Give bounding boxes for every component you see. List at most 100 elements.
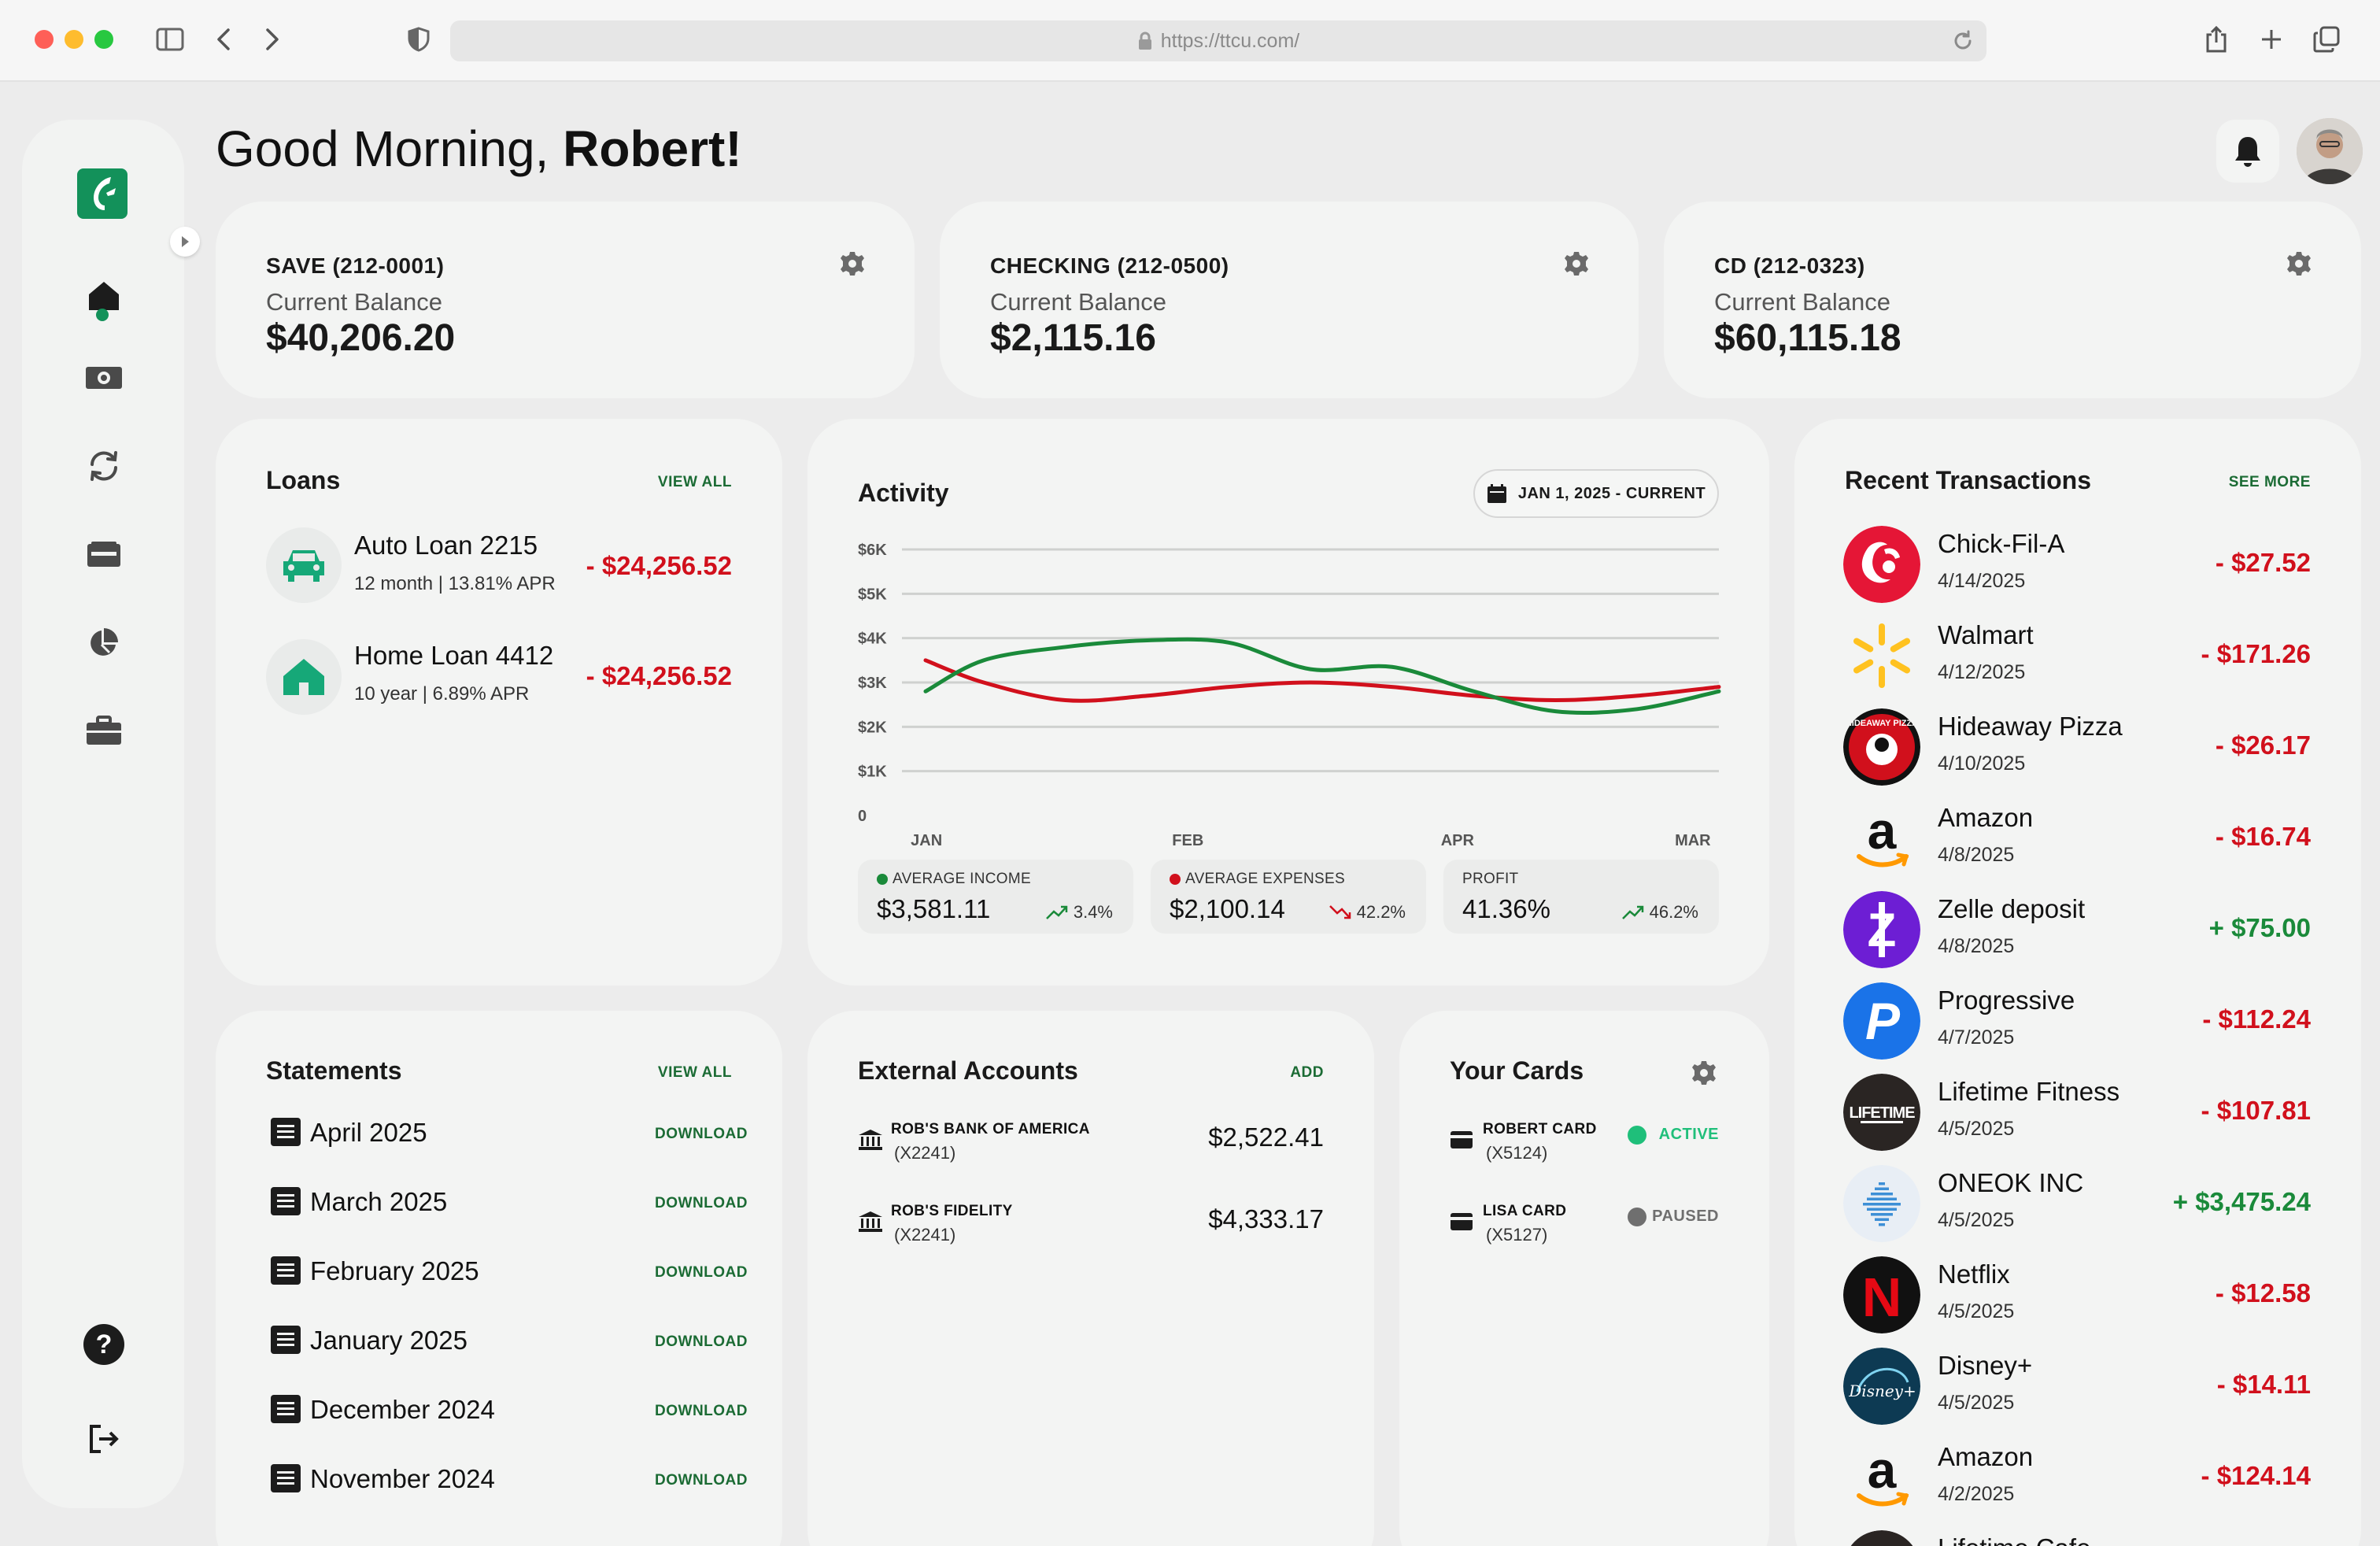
greeting-prefix: Good Morning, [216,120,564,177]
transaction-amount: - $26.17 [2215,730,2311,760]
statements-view-all-link[interactable]: VIEW ALL [657,1064,732,1081]
notifications-button[interactable] [2216,120,2279,183]
ttcu-logo[interactable] [77,168,128,219]
forward-icon[interactable] [257,24,288,55]
close-window-button[interactable] [35,30,54,49]
help-icon[interactable]: ? [82,1322,126,1367]
back-icon[interactable] [208,24,239,55]
wallet-nav-icon[interactable] [82,532,126,576]
document-icon [271,1118,301,1146]
loan-name[interactable]: Home Loan 4412 [354,641,554,670]
income-dot-icon [877,874,888,885]
transaction-amount: - $171.26 [2201,639,2311,668]
new-tab-icon[interactable] [2256,24,2287,55]
lifetime-logo: LIFETIME [1843,1074,1920,1151]
page-title: Good Morning, Robert! [216,120,742,178]
download-button[interactable]: DOWNLOAD [655,1472,748,1489]
minimize-window-button[interactable] [65,30,83,49]
lock-icon [1138,31,1151,50]
stat-profit: PROFIT 41.36% 46.2% [1443,860,1719,934]
add-external-account-link[interactable]: ADD [1290,1064,1324,1081]
logout-icon[interactable] [82,1417,126,1461]
credit-card-icon [1451,1131,1473,1148]
y-tick-label: $6K [858,542,887,559]
tab-overview-icon[interactable] [2311,24,2342,55]
gear-icon[interactable] [1563,250,1590,277]
bell-icon [2235,137,2260,167]
money-nav-icon[interactable] [82,356,126,400]
privacy-shield-icon[interactable] [403,24,434,55]
card-status-badge[interactable]: PAUSED [1652,1208,1719,1225]
car-icon [266,527,342,603]
hideaway-logo: HIDEAWAY PIZZA [1843,708,1920,786]
card-name: LISA CARD [1483,1203,1567,1219]
account-balance: $40,206.20 [266,317,456,359]
gear-icon[interactable] [839,250,866,277]
transaction-merchant: Lifetime Fitness [1938,1077,2120,1106]
active-nav-indicator [96,309,109,321]
transaction-date: 4/7/2025 [1938,1026,2015,1049]
download-button[interactable]: DOWNLOAD [655,1403,748,1419]
expenses-series-line [923,658,1721,703]
transaction-date: 4/12/2025 [1938,661,2026,683]
sidebar-toggle-icon[interactable] [154,24,186,55]
trend-up-icon [1621,905,1643,919]
transaction-date: 4/8/2025 [1938,844,2015,866]
x-tick-label: APR [1441,832,1475,849]
loans-view-all-link[interactable]: VIEW ALL [657,474,732,490]
x-tick-label: MAR [1675,832,1711,849]
disney-logo: Disney+ [1843,1348,1920,1425]
account-balance: $2,115.16 [990,317,1156,359]
analytics-nav-icon[interactable] [82,620,126,664]
netflix-logo: N [1843,1256,1920,1333]
see-more-link[interactable]: SEE MORE [2228,474,2311,490]
transaction-amount: - $16.74 [2215,822,2311,851]
loans-title: Loans [266,466,341,494]
svg-text:N: N [1862,1267,1902,1328]
x-tick-label: FEB [1172,832,1203,849]
trend-down-icon [1329,905,1351,919]
browser-toolbar: https://ttcu.com/ [0,0,2380,82]
transaction-amount: - $107.81 [2201,1096,2311,1125]
card-status-badge[interactable]: ACTIVE [1658,1126,1719,1143]
stat-average-expenses: AVERAGE EXPENSES $2,100.14 42.2% [1151,860,1426,934]
download-button[interactable]: DOWNLOAD [655,1264,748,1281]
share-icon[interactable] [2201,24,2232,55]
download-button[interactable]: DOWNLOAD [655,1195,748,1211]
transaction-date: 4/10/2025 [1938,753,2026,775]
svg-text:a: a [1868,1441,1898,1499]
chickfila-logo [1843,526,1920,603]
transfer-nav-icon[interactable] [82,444,126,488]
document-icon [271,1187,301,1215]
y-tick-label: $3K [858,675,887,692]
loan-detail: 10 year | 6.89% APR [354,683,530,705]
account-card-cd[interactable]: CD (212-0323) Current Balance $60,115.18 [1664,202,2361,398]
transaction-merchant: Lifetime Cafe [1938,1533,2090,1546]
home-nav-icon[interactable] [82,274,126,318]
address-bar[interactable]: https://ttcu.com/ [450,20,1986,61]
balance-label: Current Balance [1714,288,1891,316]
chevron-right-icon [182,236,189,247]
stat-average-income: AVERAGE INCOME $3,581.11 3.4% [858,860,1133,934]
gear-icon[interactable] [1691,1060,1717,1086]
account-card-checking[interactable]: CHECKING (212-0500) Current Balance $2,1… [940,202,1639,398]
loan-detail: 12 month | 13.81% APR [354,573,556,594]
transaction-amount: - $124.14 [2201,1461,2311,1490]
reload-icon[interactable] [1952,30,1974,56]
avatar[interactable] [2297,118,2363,184]
loan-amount: - $24,256.52 [586,661,732,690]
download-button[interactable]: DOWNLOAD [655,1333,748,1350]
date-range-selector[interactable]: JAN 1, 2025 - CURRENT [1473,469,1719,518]
expand-sidebar-button[interactable] [170,227,200,257]
status-dot-icon [1628,1126,1646,1145]
maximize-window-button[interactable] [94,30,113,49]
gear-icon[interactable] [2286,250,2312,277]
download-button[interactable]: DOWNLOAD [655,1126,748,1142]
stat-change: 3.4% [1073,902,1113,922]
account-title: SAVE (212-0001) [266,253,445,278]
account-card-save[interactable]: SAVE (212-0001) Current Balance $40,206.… [216,202,915,398]
walmart-logo [1843,617,1920,694]
loan-name[interactable]: Auto Loan 2215 [354,531,538,560]
briefcase-nav-icon[interactable] [82,708,126,753]
transaction-merchant: Progressive [1938,986,2075,1015]
